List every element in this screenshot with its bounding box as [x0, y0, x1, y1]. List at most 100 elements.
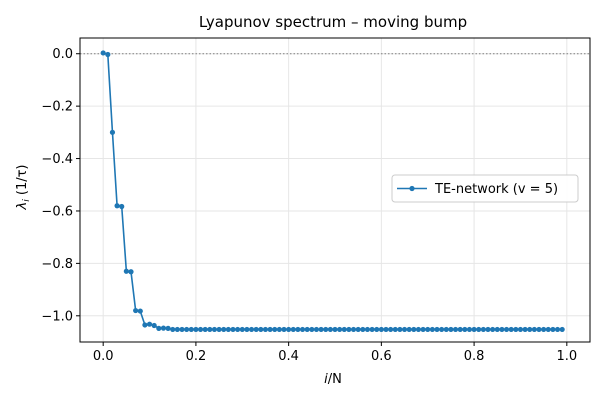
data-point: [350, 326, 357, 333]
data-point: [248, 326, 255, 333]
legend-box: [391, 174, 579, 203]
y-axis-ticks: 0.0 −0.2 −0.4 −0.6 −0.8 −1.0: [41, 47, 80, 324]
data-point: [337, 326, 343, 333]
x-axis-label-rest: /N: [328, 372, 342, 387]
data-point: [527, 326, 533, 333]
data-point: [541, 326, 547, 333]
data-point: [309, 326, 315, 333]
data-point: [503, 326, 510, 333]
data-point: [105, 51, 111, 58]
data-point: [142, 322, 148, 328]
data-point: [244, 326, 250, 333]
data-point: [480, 326, 486, 333]
data-point: [225, 326, 231, 333]
data-point: [290, 326, 296, 333]
data-point: [286, 326, 292, 333]
y-tick-label: −1.0: [41, 309, 73, 324]
data-point: [513, 326, 519, 333]
x-tick-label: 0.2: [186, 349, 207, 364]
data-point: [374, 326, 380, 333]
data-point: [545, 326, 551, 333]
data-point: [466, 326, 473, 333]
y-axis-label-main: λ: [15, 202, 30, 211]
data-point: [179, 326, 185, 333]
data-point: [137, 308, 143, 314]
data-point: [239, 326, 245, 333]
data-point: [531, 326, 537, 333]
data-point: [341, 326, 347, 333]
x-tick-label: 0.0: [93, 349, 114, 364]
data-point: [146, 321, 153, 327]
x-axis-ticks: 0.0 0.2 0.4 0.6 0.8 1.0: [93, 342, 577, 364]
data-point: [420, 326, 426, 333]
data-point: [133, 307, 139, 314]
data-point: [276, 326, 282, 333]
data-point: [299, 326, 306, 333]
x-tick-label: 0.6: [371, 349, 392, 364]
legend: TE-network (v = 5): [391, 174, 579, 203]
data-point: [517, 326, 524, 333]
data-point: [281, 326, 287, 333]
data-point: [355, 326, 361, 333]
data-point: [508, 326, 514, 333]
data-point: [439, 326, 445, 333]
data-point: [230, 326, 236, 333]
legend-marker-swatch: [409, 185, 415, 192]
data-point: [235, 326, 241, 333]
data-point: [429, 326, 435, 333]
data-point: [151, 322, 157, 329]
data-point: [262, 326, 269, 333]
data-point: [160, 325, 167, 331]
data-point: [327, 326, 333, 333]
data-point: [360, 326, 366, 333]
data-point: [267, 326, 273, 333]
y-tick-label: −0.4: [41, 152, 73, 167]
series-group: [100, 50, 565, 333]
x-tick-label: 0.8: [464, 349, 485, 364]
data-point: [457, 326, 463, 333]
data-point: [258, 326, 264, 333]
data-point: [499, 326, 505, 333]
data-point: [550, 326, 556, 333]
data-point: [295, 326, 301, 333]
data-point: [522, 326, 528, 333]
data-point: [165, 325, 171, 331]
y-axis-label-rest: (1/τ): [15, 165, 30, 200]
data-point: [188, 326, 194, 333]
data-point: [123, 268, 129, 274]
data-point: [221, 326, 227, 333]
data-point: [174, 326, 180, 333]
data-point: [476, 326, 482, 333]
data-point: [100, 50, 106, 56]
data-point: [490, 326, 496, 333]
data-point: [536, 326, 542, 333]
data-point: [443, 326, 449, 333]
data-point: [323, 326, 329, 333]
data-point: [156, 325, 162, 331]
data-point: [448, 326, 454, 333]
data-point: [216, 326, 222, 333]
y-tick-label: −0.2: [41, 100, 73, 115]
x-axis-label-main: i: [324, 372, 328, 387]
data-point: [369, 326, 375, 333]
data-point: [193, 326, 199, 333]
x-tick-label: 1.0: [556, 349, 577, 364]
data-point: [388, 326, 394, 333]
data-point: [128, 269, 134, 275]
legend-entry-label: TE-network (v = 5): [434, 182, 558, 197]
data-point: [207, 326, 213, 333]
data-point: [415, 326, 422, 333]
y-tick-label: −0.6: [41, 204, 73, 219]
data-point: [462, 326, 468, 333]
x-axis-label: i/N: [324, 372, 342, 387]
data-point: [332, 326, 338, 333]
data-point: [406, 326, 412, 333]
data-point: [411, 326, 417, 333]
data-point: [494, 326, 500, 333]
data-point: [170, 326, 176, 333]
data-point: [378, 326, 384, 333]
data-point: [364, 326, 371, 333]
data-point: [304, 326, 310, 333]
data-point: [452, 326, 459, 333]
